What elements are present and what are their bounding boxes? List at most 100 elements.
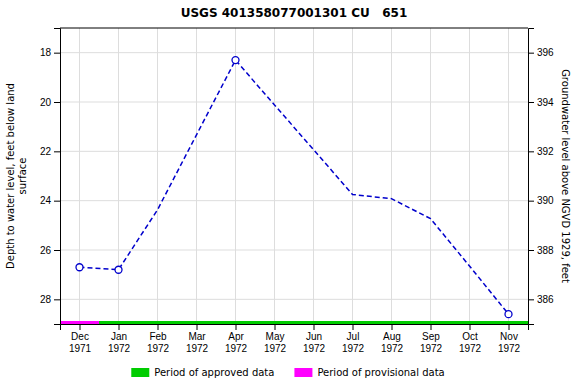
x-tick-label-line: 1972 (342, 343, 365, 354)
period-strip (411, 321, 450, 324)
x-tick-label-line: Mar (188, 331, 206, 342)
y-tick: 28 (40, 294, 60, 305)
plot-area: Dec1971Jan1972Feb1972Mar1972Apr1972May19… (40, 28, 554, 354)
x-tick: Nov1972 (498, 324, 521, 354)
y-axis: 182022242628 (40, 29, 61, 325)
marker (232, 57, 239, 64)
x-tick-label: Oct1972 (459, 331, 482, 354)
x-tick: May1972 (264, 324, 287, 354)
x-tick-label-line: 1972 (303, 343, 326, 354)
legend-label: Period of approved data (154, 367, 274, 378)
x-tick-label-line: 1972 (459, 343, 482, 354)
x-tick-label: Jul1972 (342, 331, 365, 354)
x-tick: Mar1972 (186, 324, 209, 354)
y2-tick: 388 (528, 245, 554, 256)
x-tick-label: Nov1972 (498, 331, 521, 354)
x-tick-label-line: Sep (422, 331, 440, 342)
tick-mark (54, 53, 60, 54)
tick-mark (528, 53, 534, 54)
y-tick-label: 20 (40, 97, 52, 108)
tick-mark (431, 324, 432, 330)
x-tick: Dec1971 (69, 324, 92, 354)
y-axis-title: Depth to water level, feet below landsur… (5, 83, 28, 269)
x-tick-label-line: Jan (111, 331, 127, 342)
grid-line (235, 28, 236, 324)
x-tick: Aug1972 (381, 324, 404, 354)
x-tick-label: Aug1972 (381, 331, 404, 354)
period-strip (216, 321, 255, 324)
period-strip (255, 321, 294, 324)
x-tick-label: May1972 (264, 331, 287, 354)
axis-line (529, 29, 535, 325)
y-tick: 20 (40, 97, 60, 108)
frame-line (60, 28, 528, 29)
tick-mark (54, 299, 60, 300)
y2-tick: 396 (528, 47, 554, 58)
y-tick-label: 24 (40, 195, 52, 206)
y2-tick-label: 388 (537, 245, 554, 256)
x-tick-label: Apr1972 (225, 331, 248, 354)
tick-mark (470, 324, 471, 330)
tick-mark (353, 324, 354, 330)
x-tick-label: Jun1972 (303, 331, 326, 354)
x-tick-label-line: 1971 (69, 343, 92, 354)
chart: Dec1971Jan1972Feb1972Mar1972Apr1972May19… (0, 0, 576, 384)
y-axis-title-line: Depth to water level, feet below land (5, 83, 16, 269)
tick-mark (314, 324, 315, 330)
grid-line (60, 52, 528, 53)
tick-mark (236, 324, 237, 330)
grid-line (60, 151, 528, 152)
tick-mark (528, 102, 534, 103)
x-tick-label-line: Jun (306, 331, 322, 342)
x-tick-label-line: Aug (383, 331, 401, 342)
grid-line (469, 28, 470, 324)
y2-axis-title: Groundwater level above NGVD 1929, feet (560, 69, 571, 283)
grid-line (313, 28, 314, 324)
legend-swatch (131, 368, 149, 377)
period-strip (99, 321, 138, 324)
tick-mark (392, 324, 393, 330)
x-tick-label-line: Dec (71, 331, 89, 342)
grid-line (60, 200, 528, 201)
x-tick-label: Mar1972 (186, 331, 209, 354)
axis-line (61, 325, 529, 331)
y-tick-label: 28 (40, 294, 52, 305)
grid-line (157, 28, 158, 324)
tick-mark (158, 324, 159, 330)
grid-line (196, 28, 197, 324)
y2-tick-label: 390 (537, 195, 554, 206)
tick-mark (54, 250, 60, 251)
legend: Period of approved data Period of provisi… (131, 367, 444, 378)
y2-tick-label: 392 (537, 146, 554, 157)
marker (115, 266, 122, 273)
x-tick-label-line: Feb (149, 331, 167, 342)
period-strip (60, 321, 99, 324)
tick-mark (528, 201, 534, 202)
y2-tick: 390 (528, 195, 554, 206)
x-tick-label-line: 1972 (264, 343, 287, 354)
tick-mark (54, 151, 60, 152)
x-tick: Jul1972 (342, 324, 365, 354)
y2-axis: 396394392390388386 (528, 29, 554, 325)
x-tick-label-line: 1972 (225, 343, 248, 354)
y2-tick: 386 (528, 294, 554, 305)
x-tick-label: Dec1971 (69, 331, 92, 354)
y-tick-label: 26 (40, 245, 52, 256)
legend-item: Period of approved data (131, 367, 274, 378)
grid-line (391, 28, 392, 324)
grid-line (352, 28, 353, 324)
tick-mark (528, 151, 534, 152)
x-tick: Jun1972 (303, 324, 326, 354)
x-tick-label-line: Oct (462, 331, 478, 342)
y-tick: 22 (40, 146, 60, 157)
tick-mark (197, 324, 198, 330)
period-strip (138, 321, 177, 324)
x-tick: Jan1972 (108, 324, 131, 354)
tick-mark (54, 201, 60, 202)
grid-line (60, 102, 528, 103)
legend-item: Period of provisional data (294, 367, 444, 378)
x-tick-label-line: 1972 (381, 343, 404, 354)
period-strip (372, 321, 411, 324)
grid-line (60, 299, 528, 300)
grid-line (274, 28, 275, 324)
